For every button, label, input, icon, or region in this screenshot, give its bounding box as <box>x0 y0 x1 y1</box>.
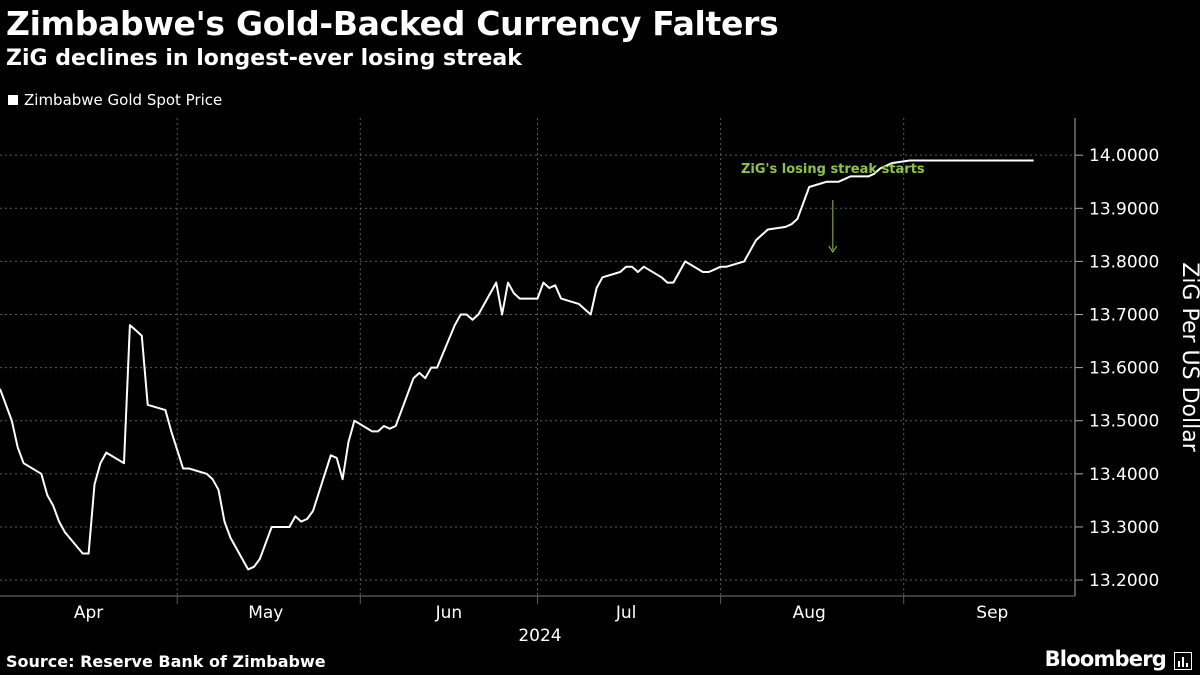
legend-swatch <box>8 95 18 105</box>
series-line <box>0 159 1034 571</box>
x-tick-label: Apr <box>74 603 103 623</box>
source-note: Source: Reserve Bank of Zimbabwe <box>6 652 326 671</box>
legend-label: Zimbabwe Gold Spot Price <box>24 91 223 109</box>
y-tick-label: 13.8000 <box>1089 252 1159 272</box>
y-tick-label: 13.2000 <box>1089 571 1159 591</box>
x-tick-label: Jul <box>615 603 637 623</box>
legend: Zimbabwe Gold Spot Price <box>8 91 222 109</box>
x-tick-label: Aug <box>793 603 826 623</box>
y-tick-label: 13.7000 <box>1089 306 1159 326</box>
y-tick-label: 13.6000 <box>1089 359 1159 379</box>
annotation-label: ZiG's losing streak starts <box>741 162 925 177</box>
bar-chart-icon <box>1174 652 1192 670</box>
y-tick-label: 13.9000 <box>1089 199 1159 219</box>
x-year-label: 2024 <box>518 626 561 646</box>
chart-title: Zimbabwe's Gold-Backed Currency Falters <box>6 4 779 43</box>
y-tick-label: 13.4000 <box>1089 465 1159 485</box>
chart-subtitle: ZiG declines in longest-ever losing stre… <box>6 46 522 71</box>
y-tick-label: 13.3000 <box>1089 518 1159 538</box>
y-tick-label: 13.5000 <box>1089 412 1159 432</box>
annotation-arrowhead <box>828 245 838 253</box>
x-tick-label: Jun <box>435 603 463 623</box>
y-axis-title: ZiG Per US Dollar <box>1177 262 1200 452</box>
x-tick-label: May <box>248 603 283 623</box>
brand-logo: Bloomberg <box>1044 647 1167 671</box>
y-tick-label: 14.0000 <box>1089 146 1159 166</box>
x-tick-label: Sep <box>976 603 1008 623</box>
